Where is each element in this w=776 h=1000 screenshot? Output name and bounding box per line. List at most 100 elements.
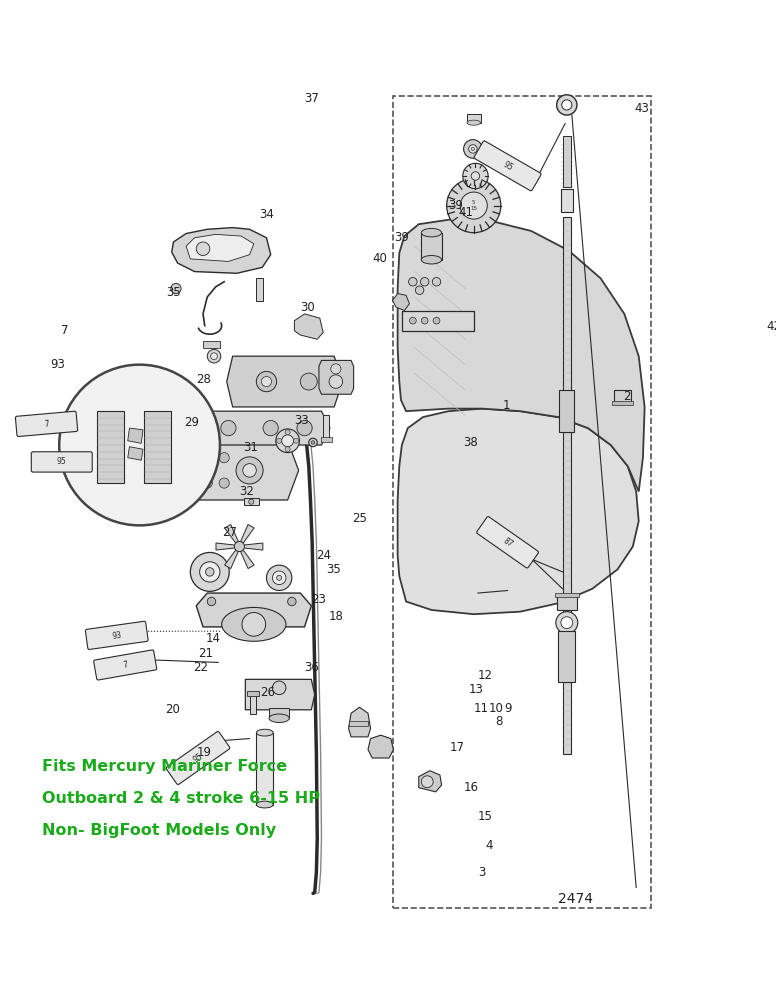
Text: 29: 29 (185, 416, 199, 429)
Circle shape (203, 478, 213, 488)
Circle shape (249, 499, 254, 504)
Text: Non- BigFoot Models Only: Non- BigFoot Models Only (43, 823, 276, 838)
Circle shape (432, 278, 441, 286)
Circle shape (562, 100, 572, 110)
Circle shape (415, 286, 424, 294)
Circle shape (556, 95, 577, 115)
Bar (244, 498, 259, 505)
Circle shape (471, 172, 480, 180)
Polygon shape (224, 524, 238, 543)
Polygon shape (393, 294, 410, 311)
Bar (614, 390, 631, 402)
Circle shape (282, 435, 293, 447)
Text: 1: 1 (503, 399, 510, 412)
Circle shape (447, 179, 501, 233)
Ellipse shape (421, 256, 442, 264)
Circle shape (196, 242, 210, 256)
Text: 13: 13 (469, 683, 483, 696)
Text: 25: 25 (352, 512, 367, 525)
FancyBboxPatch shape (85, 621, 148, 649)
FancyBboxPatch shape (166, 731, 230, 785)
Text: 2474: 2474 (558, 892, 593, 906)
Polygon shape (419, 771, 442, 792)
Text: 30: 30 (300, 301, 315, 314)
Text: 27: 27 (222, 526, 237, 539)
Text: 9: 9 (504, 702, 511, 715)
Bar (402, 311, 474, 331)
Bar (612, 401, 632, 405)
Circle shape (276, 438, 282, 443)
Text: 3: 3 (478, 866, 485, 879)
Ellipse shape (222, 607, 286, 641)
Circle shape (263, 420, 279, 436)
Circle shape (311, 441, 315, 444)
Circle shape (207, 597, 216, 606)
Bar (421, 233, 442, 260)
Circle shape (293, 438, 299, 443)
Bar (563, 136, 571, 187)
Text: 10: 10 (489, 702, 504, 715)
Circle shape (236, 457, 263, 484)
Text: 12: 12 (478, 669, 493, 682)
Polygon shape (188, 411, 330, 445)
Text: 35: 35 (327, 563, 341, 576)
Text: 23: 23 (311, 593, 326, 606)
Circle shape (210, 353, 217, 360)
Polygon shape (245, 679, 315, 710)
Text: 42: 42 (767, 320, 776, 333)
Text: 35: 35 (166, 286, 181, 299)
Text: 95: 95 (57, 457, 67, 466)
Text: 16: 16 (463, 781, 479, 794)
Circle shape (288, 597, 296, 606)
Text: 41: 41 (459, 206, 473, 219)
Text: 28: 28 (196, 373, 211, 386)
Circle shape (199, 562, 220, 582)
Circle shape (463, 140, 482, 158)
Text: 95: 95 (501, 160, 514, 172)
FancyBboxPatch shape (94, 650, 157, 680)
Text: 32: 32 (240, 485, 255, 498)
Text: 34: 34 (259, 208, 274, 221)
Polygon shape (319, 360, 354, 394)
Bar (247, 691, 259, 696)
Text: 39: 39 (449, 199, 463, 212)
Circle shape (219, 478, 229, 488)
Circle shape (243, 464, 256, 477)
Circle shape (421, 278, 429, 286)
FancyBboxPatch shape (16, 411, 78, 436)
Bar (467, 114, 480, 123)
Bar (555, 593, 579, 597)
Polygon shape (294, 314, 323, 339)
Circle shape (561, 617, 573, 629)
FancyBboxPatch shape (474, 141, 541, 191)
Bar (323, 415, 329, 439)
Circle shape (309, 438, 317, 447)
Circle shape (262, 376, 272, 387)
Bar (256, 278, 263, 301)
Bar (563, 217, 571, 754)
Circle shape (276, 575, 282, 580)
Circle shape (433, 317, 440, 324)
Circle shape (409, 278, 417, 286)
Text: 31: 31 (244, 441, 258, 454)
Circle shape (410, 317, 416, 324)
Circle shape (300, 373, 317, 390)
Circle shape (219, 453, 229, 463)
Text: 19: 19 (196, 746, 211, 759)
Circle shape (331, 364, 341, 374)
Polygon shape (348, 707, 370, 737)
Polygon shape (241, 524, 255, 543)
Circle shape (460, 192, 487, 219)
Ellipse shape (269, 714, 289, 722)
Bar (269, 708, 289, 718)
Circle shape (190, 552, 229, 591)
Text: 38: 38 (463, 436, 478, 449)
Polygon shape (227, 356, 343, 407)
Polygon shape (180, 441, 299, 500)
Circle shape (329, 375, 343, 388)
Ellipse shape (467, 120, 480, 125)
Text: 7: 7 (43, 419, 50, 429)
Polygon shape (186, 234, 254, 261)
Text: 5
15: 5 15 (470, 200, 477, 211)
Polygon shape (128, 428, 143, 443)
